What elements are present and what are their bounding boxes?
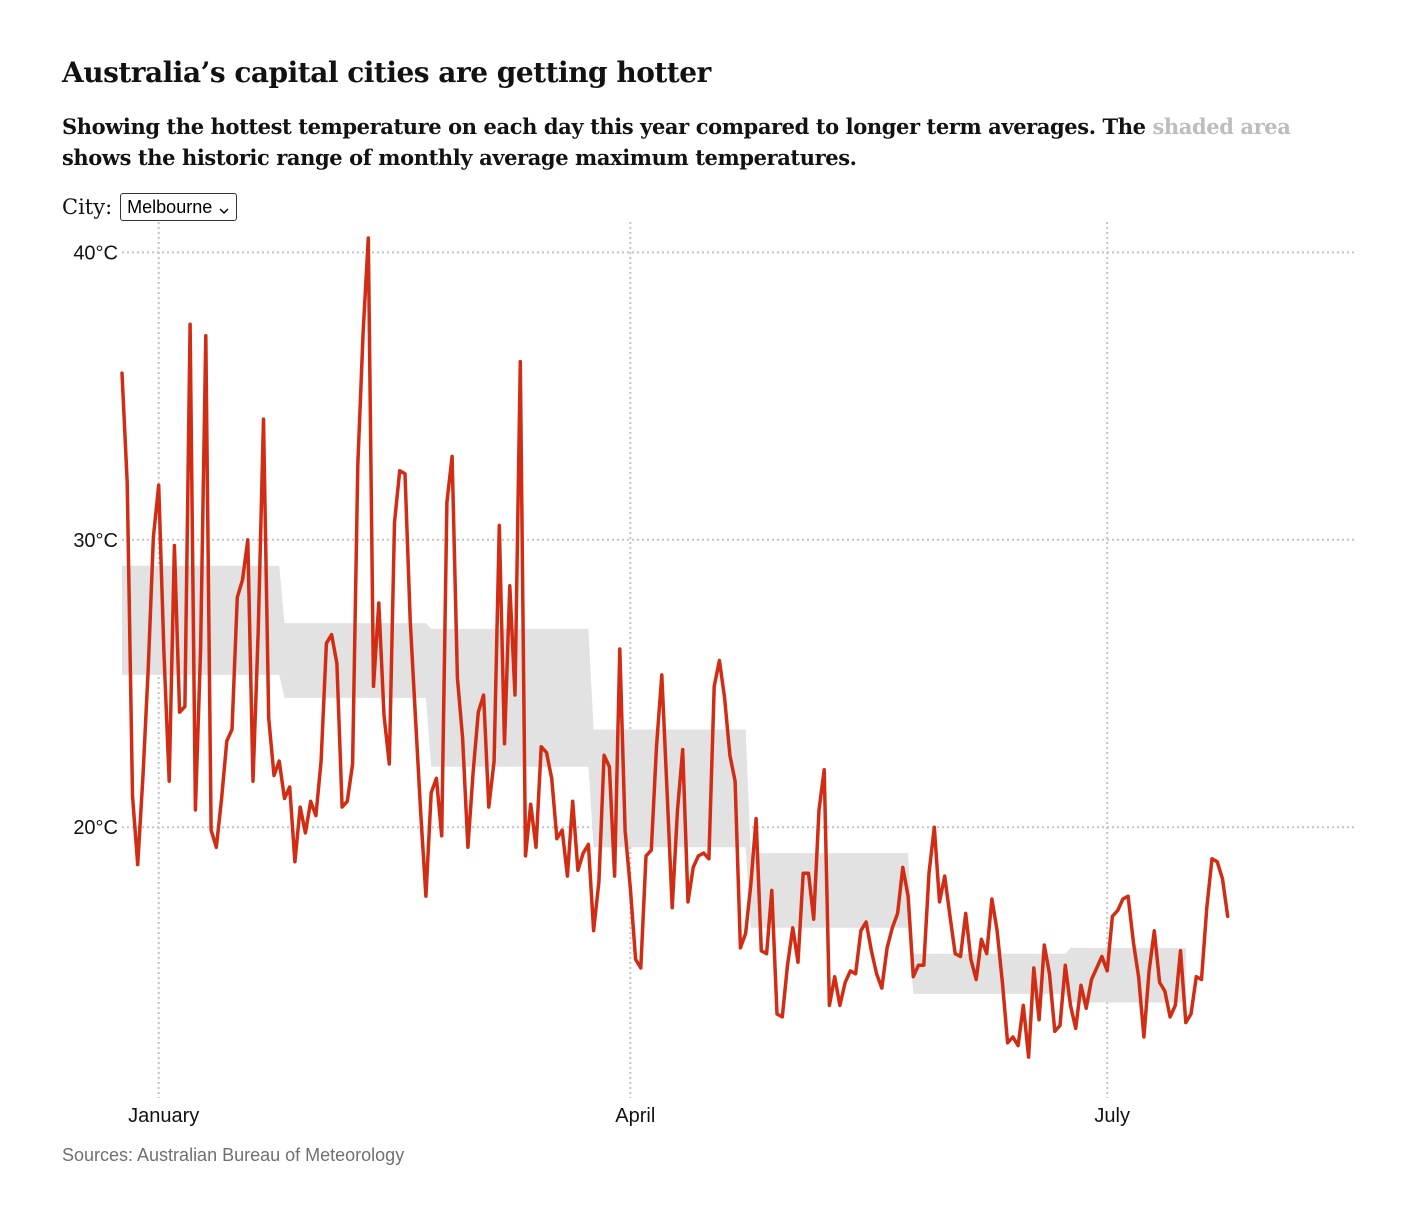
y-tick-label: 30°C — [73, 530, 118, 552]
source-note: Sources: Australian Bureau of Meteorolog… — [62, 1145, 405, 1165]
y-axis-labels: 20°C 30°C 40°C — [73, 242, 118, 839]
city-select[interactable]: Melbourne — [120, 193, 238, 221]
daily-max-line-group — [120, 236, 1230, 1059]
x-tick-label: January — [128, 1105, 199, 1127]
y-tick-label: 20°C — [73, 817, 118, 839]
x-tick-label: April — [615, 1105, 655, 1127]
city-selector-row: City: Melbourne — [62, 193, 238, 221]
daily-max-temperature-line — [120, 236, 1230, 1059]
x-tick-label: July — [1094, 1105, 1130, 1127]
city-select-value: Melbourne — [127, 196, 213, 217]
subtitle-text-end: shows the historic range of monthly aver… — [62, 145, 857, 170]
chart-title: Australia’s capital cities are getting h… — [62, 56, 711, 89]
subtitle-shaded-area-key: shaded area — [1152, 114, 1291, 139]
subtitle-text-start: Showing the hottest temperature on each … — [62, 114, 1153, 139]
y-tick-label: 40°C — [73, 242, 118, 264]
city-label: City: — [62, 195, 113, 219]
chart-subtitle: Showing the hottest temperature on each … — [62, 111, 1362, 173]
chevron-down-icon — [218, 201, 230, 214]
x-axis-labels: January April July — [128, 1105, 1130, 1127]
